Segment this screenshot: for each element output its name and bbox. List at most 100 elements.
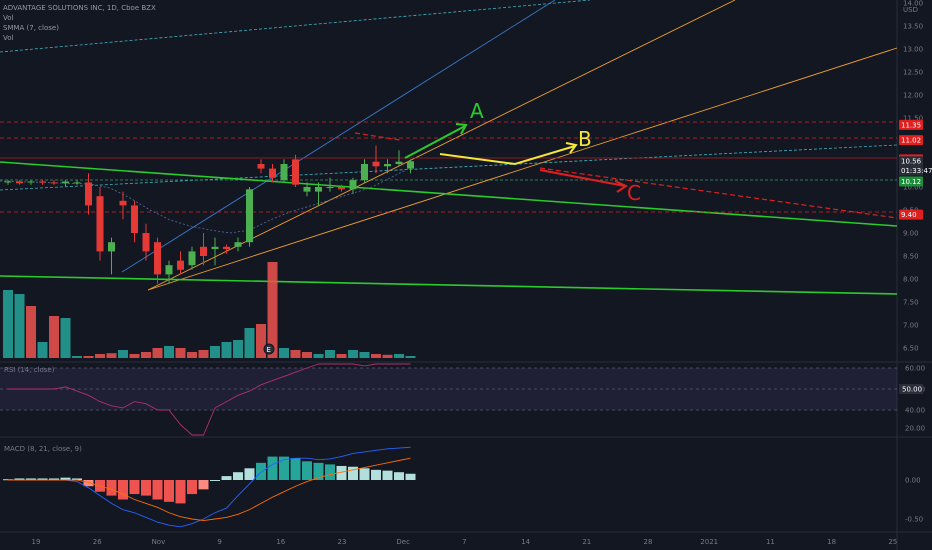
time-tick-label: 2021	[700, 538, 718, 546]
price-tick-label: 7.00	[903, 322, 919, 330]
volume-bar	[256, 324, 266, 358]
volume-bar	[290, 350, 301, 358]
time-tick-label: 23	[338, 538, 347, 546]
macd-tick-label: 0.00	[905, 477, 921, 485]
candle-body	[246, 189, 253, 243]
price-tag-label: 11.02	[901, 137, 921, 145]
candle-body	[96, 196, 104, 252]
volume-bar	[279, 348, 289, 358]
legend-symbol[interactable]: ADVANTAGE SOLUTIONS INC, 1D, Cboe BZX	[3, 4, 156, 12]
candle-body	[50, 182, 58, 184]
macd-histogram-bar	[152, 480, 163, 500]
time-tick-label: 18	[827, 538, 836, 546]
legend-vol[interactable]: Vol	[3, 14, 14, 22]
macd-histogram-bar	[233, 472, 243, 480]
candle-body	[257, 164, 265, 169]
macd-histogram-bar	[129, 480, 140, 495]
price-tick-label: 10.00	[903, 184, 923, 192]
volume-bar	[313, 354, 324, 358]
macd-histogram-bar	[336, 465, 347, 480]
macd-histogram-bar	[348, 466, 358, 480]
rsi-line	[8, 363, 411, 436]
macd-histogram-bar	[221, 476, 232, 480]
volume-bar	[129, 354, 140, 358]
candle-body	[372, 161, 380, 167]
price-tag-label: 10.56	[901, 158, 922, 166]
volume-bar	[187, 352, 197, 358]
arrow-b-line	[439, 145, 576, 166]
blue-channel-line	[121, 0, 556, 273]
red-dashed-projection	[539, 167, 898, 219]
macd-histogram-bar	[175, 480, 186, 504]
price-axis-unit: USD	[903, 6, 918, 14]
macd-histogram-bar	[244, 468, 255, 480]
price-tick-label: 8.50	[903, 253, 919, 261]
price-axis[interactable]: 14.0013.5013.0012.5012.0011.5011.0010.50…	[903, 0, 923, 353]
volume-bar	[60, 318, 71, 358]
macd-histogram-bar	[210, 480, 220, 481]
time-tick-label: 14	[521, 538, 530, 546]
macd-histogram-bar	[72, 478, 82, 480]
time-tick-label: 28	[644, 538, 653, 546]
price-tick-label: 12.00	[903, 92, 923, 100]
volume-bar	[210, 346, 220, 358]
macd-histogram	[3, 456, 416, 504]
candle-body	[407, 161, 414, 169]
time-tick-label: 7	[462, 538, 466, 546]
time-tick-label: 25	[888, 538, 897, 546]
price-tag-box	[899, 176, 923, 187]
earnings-marker-icon[interactable]	[263, 343, 275, 355]
volume-bar	[14, 294, 25, 358]
macd-histogram-bar	[14, 478, 25, 480]
macd-histogram-bar	[83, 480, 94, 487]
volume-bar	[164, 346, 174, 358]
macd-histogram-bar	[325, 464, 335, 480]
arrow-c-line	[539, 169, 626, 187]
price-tag-box	[899, 135, 923, 146]
macd-axis: 0.00 -0.50	[905, 477, 923, 524]
macd-pane-title[interactable]: MACD (8, 21, close, 9)	[4, 445, 82, 453]
macd-line	[8, 446, 411, 528]
volume-bar	[37, 342, 48, 358]
time-tick-label: Dec	[396, 538, 410, 546]
legend-vol-2[interactable]: Vol	[3, 34, 14, 42]
volume-bar	[198, 350, 209, 358]
time-axis[interactable]: 19 26 Nov 9 16 23 Dec 7 14 21 28 2021 11 18 25	[32, 538, 898, 546]
candle-body	[395, 161, 403, 164]
candle-body	[62, 181, 69, 184]
candle-body	[315, 187, 322, 192]
macd-histogram-bar	[60, 477, 71, 480]
legend-smma[interactable]: SMMA (7, close)	[3, 24, 59, 32]
macd-histogram-bar	[118, 480, 128, 500]
rsi-current-box	[899, 384, 923, 394]
label-c: C	[627, 181, 641, 205]
candle-body	[177, 260, 184, 270]
macd-histogram-bar	[37, 478, 48, 480]
arrow-a-line	[404, 125, 466, 159]
candle-body	[165, 265, 173, 275]
volume-bar	[233, 340, 243, 358]
candle-body	[108, 242, 115, 252]
price-tag-label: 10.12	[901, 178, 921, 186]
candlestick-series	[4, 145, 414, 284]
orange-shallow-trend-line	[147, 47, 898, 291]
rsi-current-label: 50.00	[902, 386, 922, 394]
volume-bar	[26, 306, 36, 358]
macd-histogram-bar	[49, 478, 59, 480]
candle-body	[280, 164, 288, 181]
rsi-pane-title[interactable]: RSI (14, close)	[4, 366, 55, 374]
macd-signal-line	[8, 457, 411, 522]
volume-bar	[382, 354, 393, 358]
candle-body	[119, 200, 127, 206]
volume-bar	[325, 350, 335, 358]
volume-bar	[72, 356, 82, 358]
price-tick-label: 8.00	[903, 276, 919, 284]
candle-body	[142, 233, 150, 252]
macd-histogram-bar	[371, 469, 381, 480]
volume-bar	[359, 352, 370, 358]
time-tick-label: 9	[217, 538, 221, 546]
price-tick-label: 11.50	[903, 115, 923, 123]
candle-body	[200, 246, 207, 256]
